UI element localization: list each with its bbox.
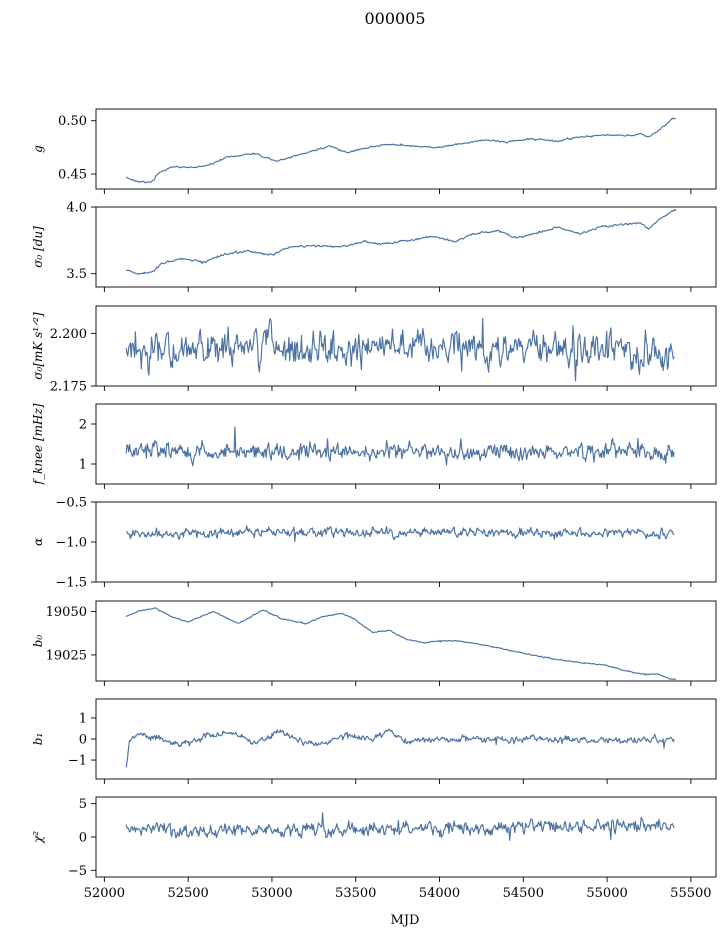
y-axis-label: χ² (31, 831, 45, 844)
x-tick-label: 53500 (335, 886, 376, 901)
y-axis-label: α (31, 538, 45, 546)
y-axis-label: f_knee [mHz] (31, 403, 45, 485)
y-tick-label: 2.175 (50, 380, 87, 395)
x-tick-label: 55500 (670, 886, 711, 901)
y-tick-label: −1.0 (55, 536, 87, 551)
panel-sigma0_mK: 2.175 2.200 σ₀[mK s¹ᐟ²] (31, 305, 717, 395)
x-tick-label: 52500 (167, 886, 208, 901)
series-line-sigma0_du (125, 208, 677, 275)
y-tick-label: 2.200 (50, 327, 87, 342)
y-axis-label: g (31, 145, 45, 153)
panel-alpha: −1.5 −1.0 −0.5 α (31, 496, 717, 591)
axes-frame (95, 305, 717, 387)
y-tick-label: 19025 (46, 648, 87, 663)
y-tick-label: −0.5 (55, 496, 87, 511)
panel-b0: 19025 19050 b₀ (31, 600, 717, 686)
y-tick-label: 1 (79, 711, 87, 726)
figure-title: 000005 (364, 9, 425, 28)
y-tick-label: 4.0 (66, 201, 87, 216)
y-tick-label: 0 (79, 733, 87, 748)
series-line-fknee (125, 426, 675, 467)
y-tick-label: −5 (68, 864, 87, 879)
series-line-b1 (125, 728, 675, 768)
y-axis-label: b₀ (31, 635, 45, 648)
panel-fknee: 1 2 f_knee [mHz] (31, 403, 717, 489)
panel-g: 0.45 0.50 g (31, 108, 717, 194)
series-line-alpha (125, 525, 675, 543)
y-tick-label: 3.5 (66, 267, 87, 282)
x-tick-label: 55000 (586, 886, 627, 901)
axes-frame (95, 403, 717, 485)
series-line-b0 (125, 607, 677, 681)
axes-frame (95, 600, 717, 682)
panel-b1: −1 0 1 b₁ (31, 698, 717, 784)
x-axis-label: MJD (391, 913, 420, 928)
axes-frame (95, 501, 717, 583)
y-axis-label: b₁ (31, 733, 45, 746)
y-tick-label: −1.5 (55, 576, 87, 591)
x-tick-label: 53000 (251, 886, 292, 901)
y-tick-label: 1 (79, 458, 87, 473)
y-tick-label: −1 (68, 754, 87, 769)
x-tick-label: 52000 (84, 886, 125, 901)
y-tick-label: 5 (79, 797, 87, 812)
series-line-g (126, 117, 677, 184)
axes-frame (95, 108, 717, 190)
y-axis-label: σ₀ [du] (31, 226, 45, 268)
y-tick-label: 0.50 (58, 114, 87, 129)
series-line-chi2 (125, 812, 675, 841)
y-tick-label: 0.45 (58, 168, 87, 183)
x-tick-label: 54000 (419, 886, 460, 901)
series-line-sigma0_mK (125, 317, 675, 382)
panel-sigma0_du: 3.5 4.0 σ₀ [du] (31, 201, 717, 292)
axes-frame (95, 206, 717, 288)
y-axis-label: σ₀[mK s¹ᐟ²] (31, 312, 45, 380)
x-tick-label: 54500 (503, 886, 544, 901)
subplot-stack: 0.45 0.50 g 3.5 4.0 σ₀ [du] 2.175 2.200 σ₀[mK s¹… (31, 108, 717, 901)
y-tick-label: 19050 (46, 605, 87, 620)
panel-chi2: −5 0 5 52000 52500 53000 53500 54000 54500 55000 5… (31, 796, 717, 901)
y-tick-label: 0 (79, 831, 87, 846)
axes-frame (95, 698, 717, 780)
y-tick-label: 2 (79, 418, 87, 433)
